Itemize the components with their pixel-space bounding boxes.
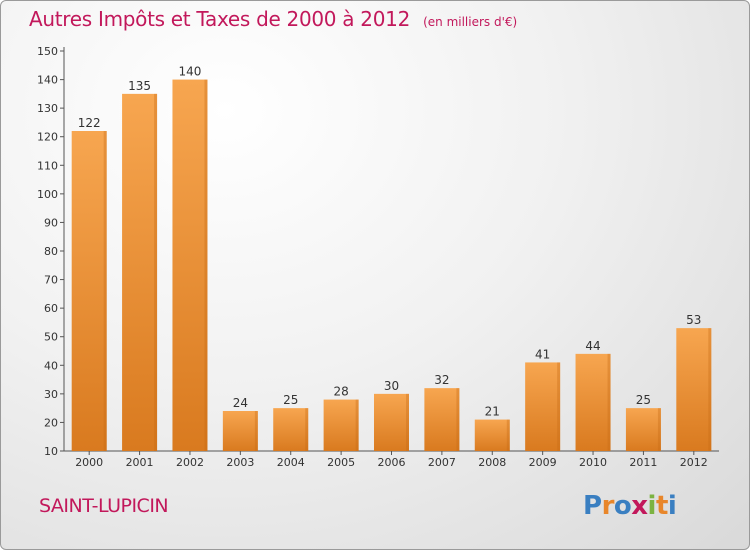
bar xyxy=(122,93,158,451)
x-tick-label: 2006 xyxy=(378,456,406,469)
bar-shade xyxy=(355,399,359,451)
y-tick-label: 80 xyxy=(44,245,58,258)
bar xyxy=(625,408,661,451)
x-tick-label: 2000 xyxy=(75,456,103,469)
y-tick-label: 130 xyxy=(37,102,58,115)
y-tick-label: 60 xyxy=(44,302,58,315)
logo-letter: r xyxy=(601,491,615,521)
logo-letter: i xyxy=(667,491,677,521)
data-label: 135 xyxy=(128,79,151,93)
bar xyxy=(374,393,409,451)
y-tick-label: 50 xyxy=(44,331,58,344)
data-label: 122 xyxy=(78,116,101,130)
y-tick-label: 30 xyxy=(44,388,58,401)
commune-name: SAINT-LUPICIN xyxy=(39,495,169,517)
bar-shade xyxy=(254,411,258,451)
y-tick-label: 10 xyxy=(44,445,58,458)
data-label: 32 xyxy=(434,373,449,387)
bar-shade xyxy=(456,388,460,451)
data-label: 24 xyxy=(233,396,248,410)
data-label: 21 xyxy=(485,405,500,419)
bar-shade xyxy=(607,353,611,451)
x-tick-label: 2008 xyxy=(478,456,506,469)
x-tick-label: 2010 xyxy=(579,456,607,469)
data-label: 28 xyxy=(333,385,348,399)
y-tick-label: 70 xyxy=(44,274,58,287)
chart-subtitle: (en milliers d'€) xyxy=(423,15,518,29)
logo-letter: i xyxy=(647,491,657,521)
y-tick-label: 90 xyxy=(44,216,58,229)
x-tick-label: 2009 xyxy=(529,456,557,469)
bar-shade xyxy=(506,419,510,451)
bar-shade xyxy=(657,408,661,451)
x-tick-label: 2007 xyxy=(428,456,456,469)
data-label: 140 xyxy=(179,65,202,79)
bar xyxy=(424,388,460,451)
y-tick-label: 110 xyxy=(37,159,58,172)
proxiti-logo: Proxiti xyxy=(583,491,677,521)
data-label: 25 xyxy=(283,393,298,407)
y-tick-label: 140 xyxy=(37,74,58,87)
data-label: 41 xyxy=(535,347,550,361)
y-tick-label: 40 xyxy=(44,359,58,372)
chart-title: Autres Impôts et Taxes de 2000 à 2012 xyxy=(29,7,410,31)
bar xyxy=(525,362,561,451)
bar xyxy=(71,131,107,451)
data-label: 44 xyxy=(585,339,600,353)
y-tick-label: 100 xyxy=(37,188,58,201)
x-tick-label: 2001 xyxy=(126,456,154,469)
x-tick-label: 2003 xyxy=(226,456,254,469)
title-row: Autres Impôts et Taxes de 2000 à 2012 (e… xyxy=(29,7,517,31)
bar xyxy=(273,408,309,451)
data-label: 25 xyxy=(636,393,651,407)
data-label: 53 xyxy=(686,313,701,327)
x-tick-label: 2012 xyxy=(680,456,708,469)
bar xyxy=(474,419,510,451)
bar-shade xyxy=(406,393,409,451)
bar-shade xyxy=(708,328,712,451)
bar-shade xyxy=(154,93,158,451)
bar xyxy=(676,328,712,451)
bar-shade xyxy=(103,131,107,451)
bar xyxy=(222,411,258,451)
logo-letter: x xyxy=(631,491,648,521)
bar-shade xyxy=(204,79,208,452)
x-tick-label: 2004 xyxy=(277,456,305,469)
x-tick-label: 2011 xyxy=(629,456,657,469)
bar-shade xyxy=(305,408,309,451)
y-tick-label: 150 xyxy=(37,45,58,58)
bar xyxy=(172,79,208,452)
x-tick-label: 2002 xyxy=(176,456,204,469)
logo-letter: t xyxy=(655,491,668,521)
logo-letter: o xyxy=(613,491,632,521)
x-tick-label: 2005 xyxy=(327,456,355,469)
bar xyxy=(575,353,611,451)
logo-letter: P xyxy=(583,491,602,521)
bar xyxy=(323,399,359,451)
data-label: 30 xyxy=(384,379,399,393)
y-tick-label: 20 xyxy=(44,416,58,429)
y-tick-label: 120 xyxy=(37,131,58,144)
bar-shade xyxy=(557,362,561,451)
